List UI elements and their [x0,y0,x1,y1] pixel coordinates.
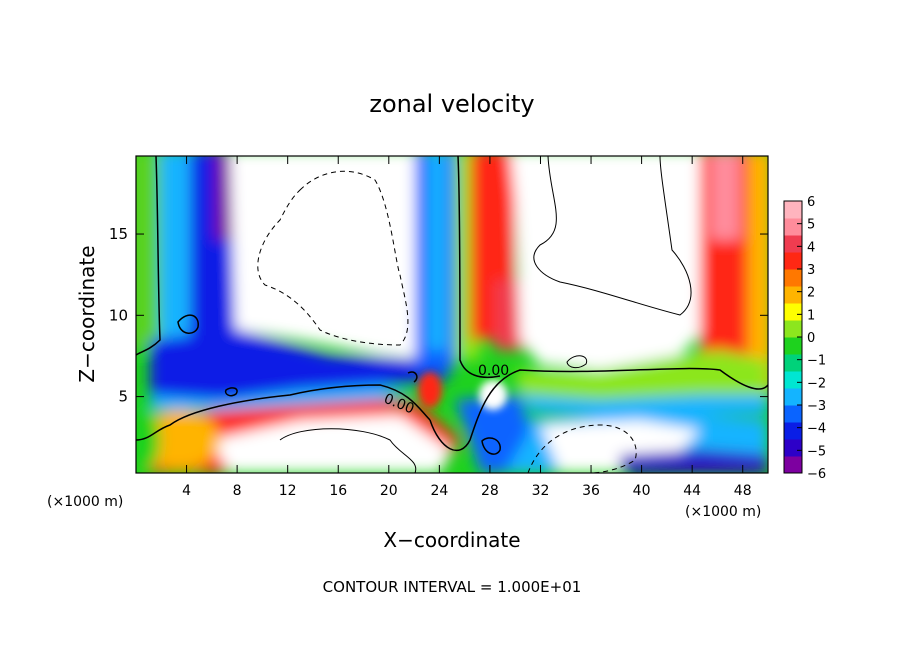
contour-interval-footer: CONTOUR INTERVAL = 1.000E+01 [323,578,582,596]
colorbar-label: 3 [807,263,815,278]
y-axis: 5 10 15 [109,225,768,406]
x-axis: 4 8 12 16 20 24 28 32 36 40 44 48 [182,156,752,499]
colorbar-swatch [784,235,802,253]
colorbar-swatch [784,218,802,236]
x-tick-label: 28 [481,483,499,499]
colorbar-label: −2 [807,376,826,391]
colorbar-label: 1 [807,308,815,323]
colorbar-label: 0 [807,331,815,346]
x-axis-label: X−coordinate [383,528,520,552]
x-unit-right: (×1000 m) [685,504,761,520]
x-tick-label: 24 [430,483,448,499]
plot-frame [135,155,769,474]
colorbar-swatch [784,303,802,321]
colorbar: 6 5 4 3 2 1 0 −1 −2 −3 −4 −5 −6 [783,195,826,482]
x-tick-label: 20 [380,483,398,499]
colorbar-swatch [784,286,802,304]
colorbar-label: 4 [807,240,815,255]
y-axis-label: Z−coordinate [75,245,99,382]
x-tick-label: 48 [734,483,752,499]
x-tick-label: 8 [233,483,242,499]
dashed-contours [257,170,637,473]
colorbar-swatch [784,456,802,474]
y-tick-label: 10 [109,306,128,324]
colorbar-swatch [784,320,802,338]
thin-contours [279,156,692,473]
y-tick-label: 15 [109,225,128,243]
colorbar-swatch [784,269,802,287]
colorbar-label: 6 [807,195,815,210]
x-tick-label: 12 [279,483,297,499]
colorbar-swatch [784,388,802,406]
chart-title: zonal velocity [369,90,534,118]
x-tick-label: 16 [329,483,347,499]
colorbar-swatch [784,439,802,457]
colorbar-swatch [784,252,802,270]
colorbar-label: −5 [807,444,826,459]
colorbar-swatch [784,405,802,423]
colorbar-label: −1 [807,354,826,369]
x-tick-label: 36 [582,483,600,499]
colorbar-label: −4 [807,422,826,437]
colorbar-swatch [784,422,802,440]
x-tick-label: 40 [633,483,651,499]
x-tick-label: 4 [182,483,191,499]
x-unit-left: (×1000 m) [47,494,123,510]
contour-label-a: 0.00 [478,363,509,379]
colorbar-label: 5 [807,218,815,233]
colorbar-swatch [784,371,802,389]
colorbar-swatch [784,201,802,219]
colorbar-swatch [784,354,802,372]
x-tick-label: 32 [532,483,550,499]
colorbar-label: 2 [807,286,815,301]
colorbar-label: −6 [807,467,826,482]
colorbar-label: −3 [807,399,826,414]
x-tick-label: 44 [683,483,701,499]
colorbar-swatch [784,337,802,355]
y-tick-label: 5 [118,388,128,406]
velocity-field: 0.00 0.00 [136,156,768,473]
contour-lines [136,156,768,455]
